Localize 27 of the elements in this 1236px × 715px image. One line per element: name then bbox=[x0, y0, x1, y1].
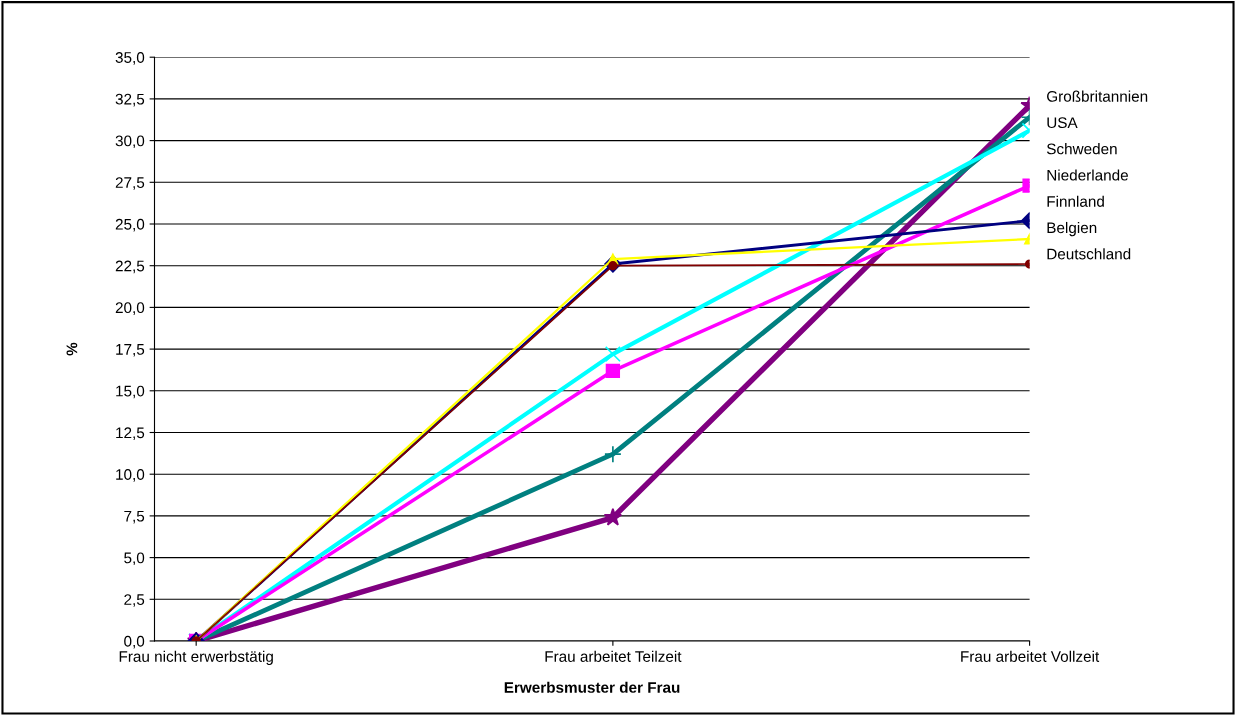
y-tick-label: 2,5 bbox=[124, 594, 145, 607]
y-tick-label: 27,5 bbox=[115, 177, 145, 190]
y-axis-title: % bbox=[66, 342, 78, 356]
x-tick-label: Frau arbeitet Teilzeit bbox=[545, 650, 682, 662]
y-tick-label: 7,5 bbox=[124, 510, 145, 524]
y-tick-label: 12,5 bbox=[116, 427, 145, 440]
y-tick-label: 10,0 bbox=[116, 469, 145, 482]
y-tick-label: 25,0 bbox=[115, 218, 145, 232]
series-label: Großbritannien bbox=[1047, 90, 1148, 102]
y-tick-label: 17,5 bbox=[116, 344, 145, 357]
y-tick-label: 15,0 bbox=[116, 385, 145, 399]
series-label: Deutschland bbox=[1047, 248, 1131, 260]
x-axis-title: Erwerbsmuster der Frau bbox=[504, 681, 680, 693]
y-tick-label: 30,0 bbox=[115, 135, 145, 149]
x-tick-label: Frau nicht erwerbstätig bbox=[119, 650, 273, 665]
y-tick-label: 22,5 bbox=[115, 260, 145, 274]
series-label: Belgien bbox=[1047, 221, 1097, 237]
series-label: Schweden bbox=[1046, 143, 1117, 155]
y-tick-label: 20,0 bbox=[115, 302, 145, 315]
series-label: Finnland bbox=[1047, 195, 1104, 207]
y-tick-label: 32,5 bbox=[115, 93, 145, 107]
y-tick-label: 0,0 bbox=[124, 635, 145, 649]
y-tick-label: 5,0 bbox=[124, 552, 145, 566]
series-label: Niederlande bbox=[1047, 169, 1128, 181]
series-label: USA bbox=[1047, 117, 1078, 129]
x-tick-label: Frau arbeitet Vollzeit bbox=[961, 650, 1100, 662]
y-tick-label: 35,0 bbox=[115, 52, 145, 65]
